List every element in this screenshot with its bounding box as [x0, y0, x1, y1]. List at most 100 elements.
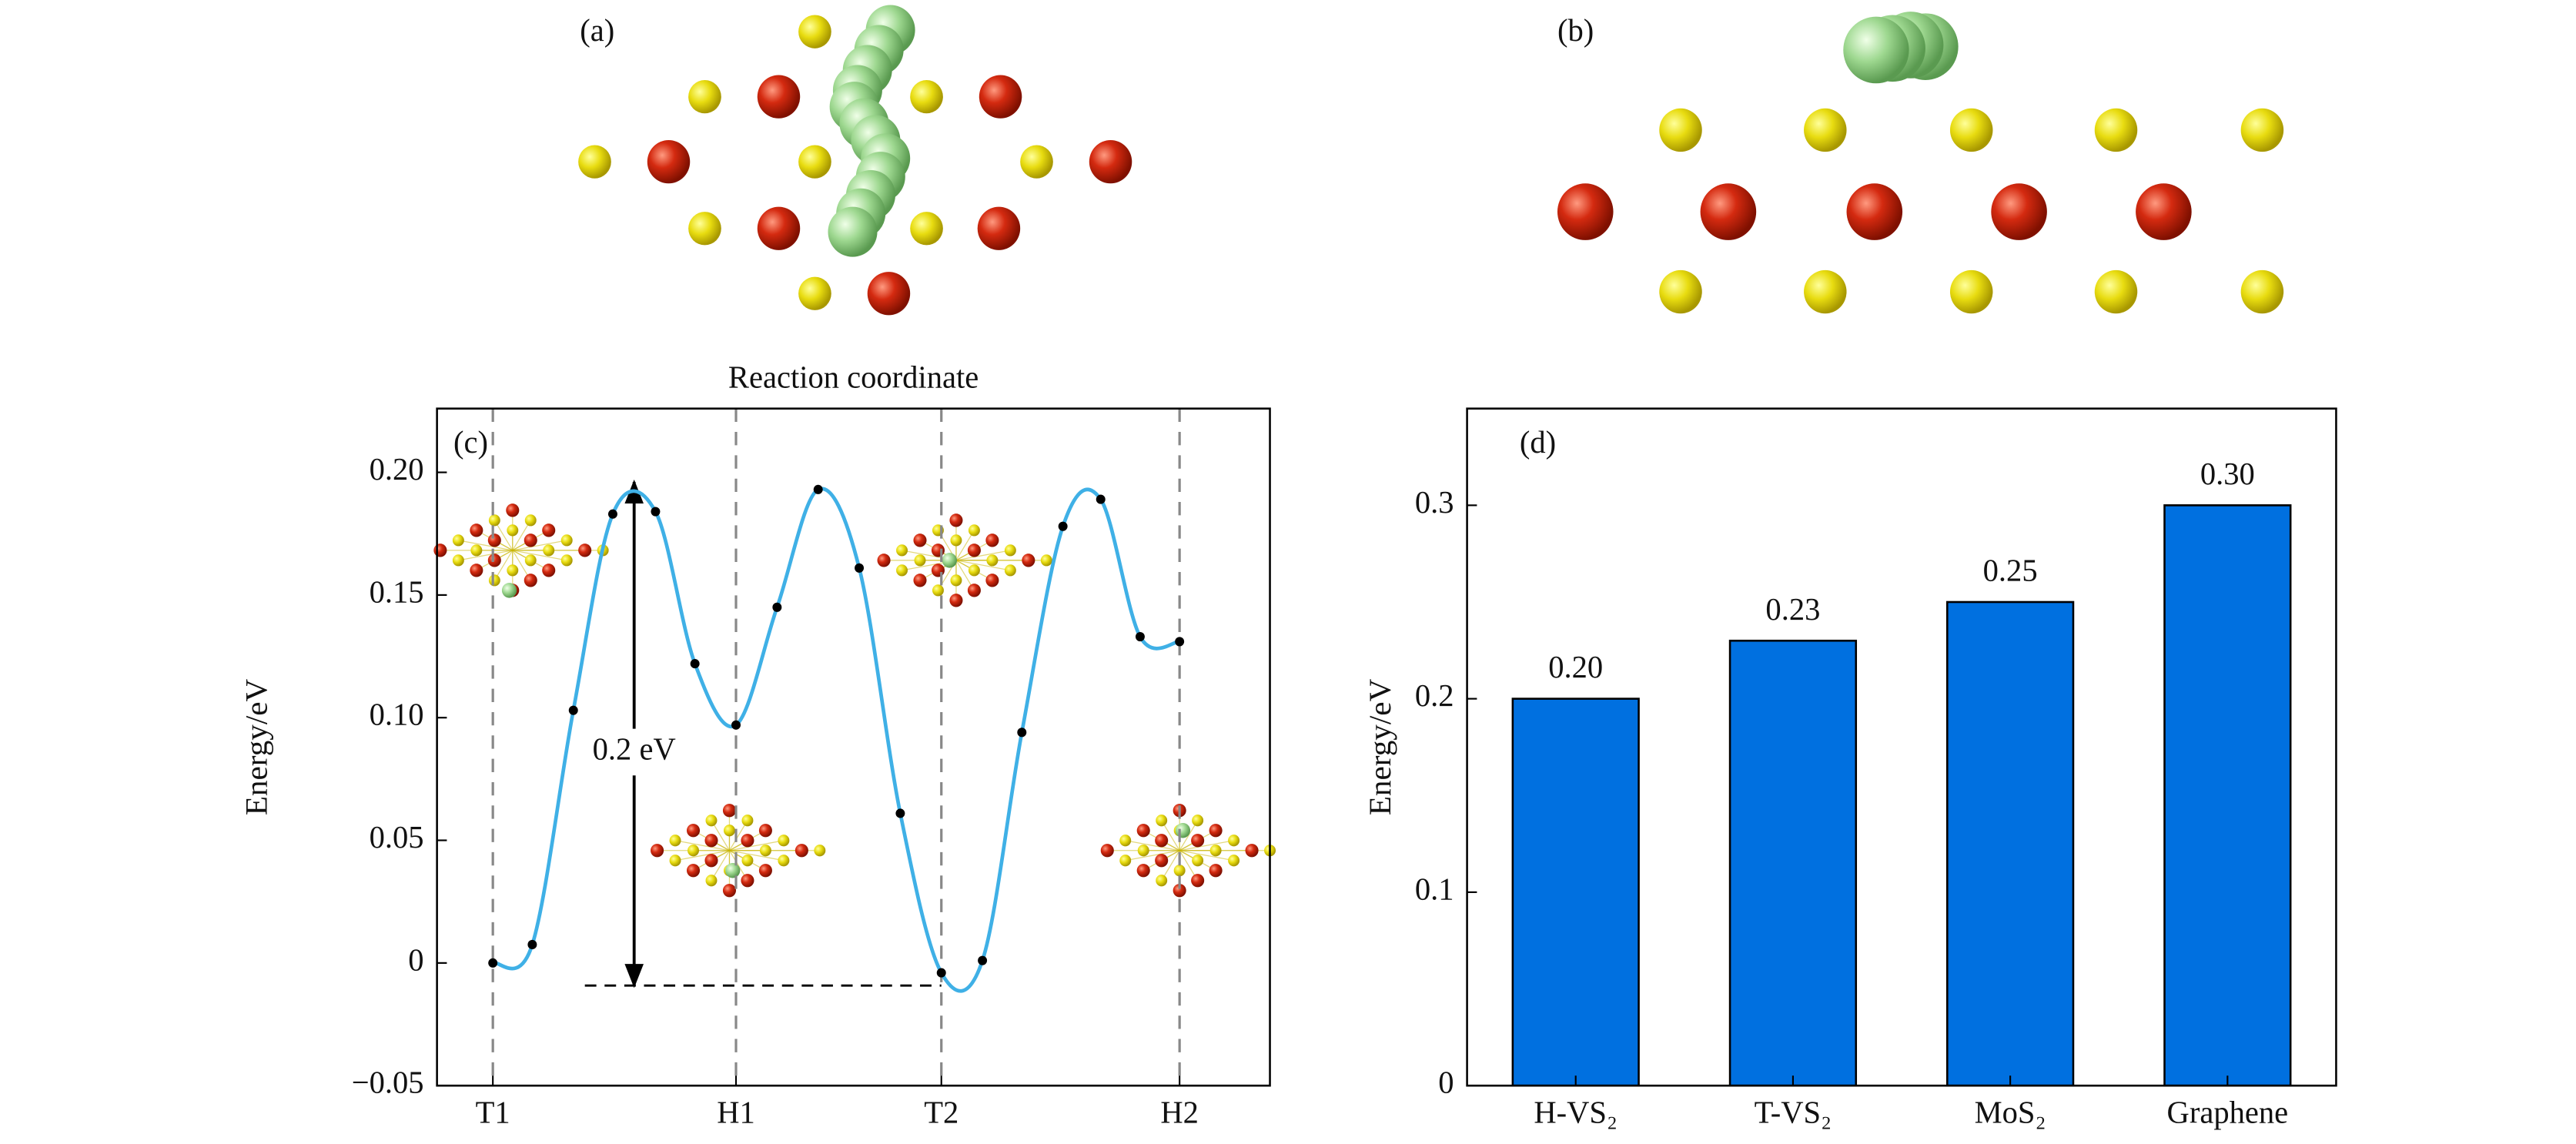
atom [1209, 845, 1222, 857]
atom [2240, 269, 2284, 314]
atom [1700, 183, 1757, 240]
atom [1209, 824, 1223, 838]
atom [877, 554, 891, 567]
atom [651, 844, 664, 858]
bar [1511, 697, 1640, 1087]
atom [1843, 16, 1909, 84]
x-tick-label: MoS₂ [1975, 1095, 2046, 1129]
atom [913, 574, 927, 587]
bond [955, 550, 1011, 561]
atom [1020, 145, 1053, 179]
atom [686, 864, 701, 878]
atom [507, 564, 519, 577]
data-point [1058, 521, 1068, 531]
atom [1040, 554, 1052, 567]
atom [986, 554, 999, 567]
x-tick-label: T1 [476, 1095, 510, 1129]
atom [542, 564, 556, 577]
atom [968, 524, 980, 537]
atom [910, 79, 943, 114]
atom [1089, 139, 1132, 184]
panel-label: (c) [453, 425, 488, 460]
atom [949, 513, 963, 527]
atom [487, 534, 501, 547]
atom [686, 824, 701, 838]
data-point [772, 602, 782, 612]
bar [1728, 639, 1858, 1087]
atom [1156, 875, 1168, 887]
atom [931, 564, 945, 577]
atom [1004, 564, 1016, 577]
atom [896, 564, 908, 577]
atom [1173, 865, 1186, 877]
atom [488, 574, 500, 587]
atom [1659, 108, 1702, 152]
atom [1949, 108, 1993, 152]
atom [688, 79, 721, 114]
y-tick-label: 0.20 [370, 452, 424, 487]
bond [493, 520, 514, 551]
bond [729, 840, 784, 851]
atom [1192, 815, 1204, 827]
y-tick-label: 0.3 [1415, 485, 1454, 520]
atom [524, 534, 537, 547]
atom [967, 544, 981, 557]
atom [560, 554, 573, 567]
x-tick-label: H2 [1160, 1095, 1199, 1129]
atom [1100, 844, 1114, 858]
atom [741, 834, 754, 848]
bond [1161, 850, 1180, 881]
y-tick-label: 0.15 [370, 574, 424, 609]
atom [910, 212, 943, 246]
atom [524, 574, 537, 587]
atom [704, 854, 718, 868]
plot-frame [436, 407, 1271, 1087]
atom [705, 815, 718, 827]
y-tick-label: 0.05 [370, 820, 424, 855]
atom [1175, 823, 1191, 838]
data-point [1175, 637, 1185, 647]
atom [506, 503, 520, 517]
atom [487, 554, 501, 567]
atom [488, 514, 500, 527]
bond [1125, 850, 1180, 861]
atom [1804, 108, 1847, 152]
atom [1557, 183, 1614, 240]
bond [458, 550, 513, 561]
bond [955, 560, 1011, 571]
x-tick-label: H-VS₂ [1534, 1095, 1618, 1129]
atom [2094, 108, 2138, 152]
data-point [855, 563, 865, 573]
annotation-bg [571, 728, 697, 776]
atom [704, 834, 718, 848]
bond [493, 550, 514, 581]
bond [674, 840, 730, 851]
atom [501, 583, 517, 598]
atom [722, 804, 736, 818]
atom [757, 75, 801, 119]
atom [758, 864, 772, 878]
bond [1179, 850, 1234, 861]
bond [955, 530, 975, 561]
atom [758, 824, 772, 838]
atom [977, 206, 1021, 250]
x-tick-label: Graphene [2167, 1095, 2289, 1129]
data-point [731, 720, 741, 730]
data-point [488, 958, 498, 968]
value-label: 0.20 [1548, 650, 1603, 684]
atom [2094, 269, 2138, 314]
bond [1179, 820, 1199, 851]
atom [542, 523, 556, 537]
bar [1946, 600, 2075, 1087]
atom [452, 554, 464, 567]
atom [688, 212, 721, 246]
atom [1846, 183, 1903, 240]
atom [2240, 108, 2284, 152]
data-point [1096, 494, 1106, 504]
atom [867, 272, 911, 316]
y-tick-label: 0 [1438, 1065, 1454, 1099]
atom [741, 874, 754, 888]
bond [711, 850, 731, 881]
atom [524, 554, 537, 567]
